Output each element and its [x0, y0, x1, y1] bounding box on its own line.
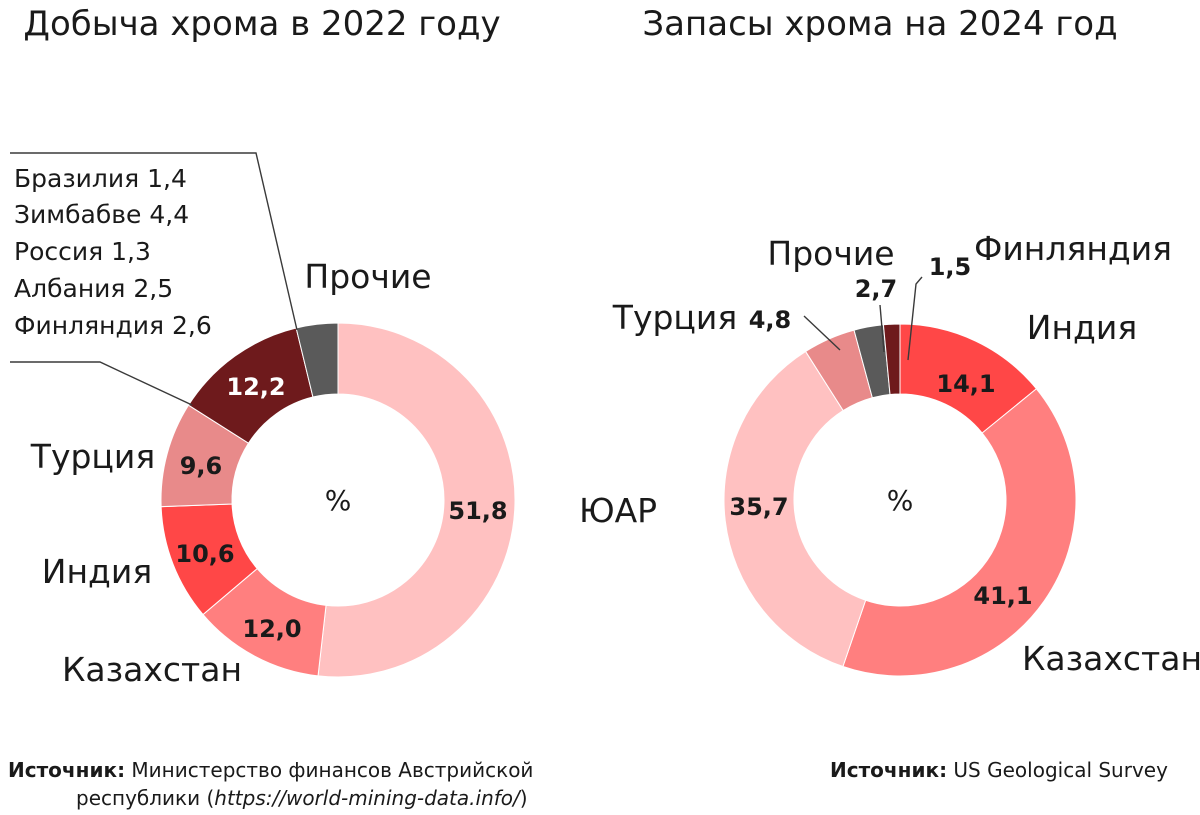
production-slice-5 [295, 322, 339, 398]
category-label-in-production: Индия [42, 552, 152, 591]
value-label-tr-production: 9,6 [180, 452, 223, 480]
center-label-production: % [325, 484, 352, 517]
reserves-slice-1 [842, 388, 1077, 677]
donut-production [160, 322, 516, 678]
source-text-suffix: ) [519, 786, 528, 810]
value-label-sa-production: 51,8 [448, 497, 507, 525]
center-label-reserves: % [887, 484, 914, 517]
breakdown-item: Россия 1,3 [14, 237, 151, 266]
category-label-tr-production: Турция [30, 437, 155, 476]
breakdown-item: Албания 2,5 [14, 274, 173, 303]
category-label-others-reserves: Прочие [767, 234, 894, 273]
source-text: US Geological Survey [953, 758, 1168, 782]
value-label-others-reserves: 2,7 [855, 275, 898, 303]
donut-reserves [723, 323, 1077, 677]
breakdown-list: Бразилия 1,4 Зимбабве 4,4 Россия 1,3 Алб… [14, 164, 212, 340]
category-label-in-reserves: Индия [1027, 308, 1137, 347]
leader-line-tr-reserves [803, 315, 841, 351]
source-url[interactable]: https://world-mining-data.info/ [214, 786, 520, 810]
source-note-reserves: Источник: US Geological Survey [830, 756, 1190, 784]
reserves-slice-2 [723, 350, 867, 668]
leader-line-breakdown [10, 361, 193, 406]
value-label-kz-production: 12,0 [242, 615, 301, 643]
breakdown-item: Зимбабве 4,4 [14, 200, 189, 229]
leader-line-others [10, 152, 298, 331]
chart-title-production: Добыча хрома в 2022 году [23, 4, 500, 44]
value-label-group-production: 12,2 [226, 373, 285, 401]
reserves-slice-5 [882, 323, 901, 396]
source-label: Источник: [8, 758, 126, 782]
category-label-fi-reserves: Финляндия [974, 229, 1172, 268]
value-label-fi-reserves: 1,5 [929, 253, 972, 281]
value-label-in-production: 10,6 [175, 540, 234, 568]
breakdown-item: Бразилия 1,4 [14, 164, 187, 193]
category-label-sa-shared: ЮАР [579, 491, 657, 530]
source-text-prefix: республики ( [76, 786, 215, 810]
value-label-sa-reserves: 35,7 [729, 493, 788, 521]
category-label-kz-production: Казахстан [62, 650, 242, 689]
category-label-others-production: Прочие [304, 257, 431, 296]
category-label-tr-reserves: Турция [612, 298, 737, 337]
chart-title-reserves: Запасы хрома на 2024 год [642, 4, 1117, 44]
source-label: Источник: [830, 758, 948, 782]
leader-line-others-reserves [879, 304, 885, 353]
breakdown-item: Финляндия 2,6 [14, 311, 212, 340]
source-text: Министерство финансов Австрийской [131, 758, 534, 782]
value-label-kz-reserves: 41,1 [973, 582, 1032, 610]
value-label-in-reserves: 14,1 [936, 370, 995, 398]
category-label-kz-reserves: Казахстан [1022, 639, 1200, 678]
production-slice-0 [317, 322, 516, 678]
leader-line-fi-reserves [907, 276, 923, 361]
value-label-tr-reserves: 4,8 [749, 306, 792, 334]
source-note-production: Источник: Министерство финансов Австрийс… [8, 756, 568, 812]
